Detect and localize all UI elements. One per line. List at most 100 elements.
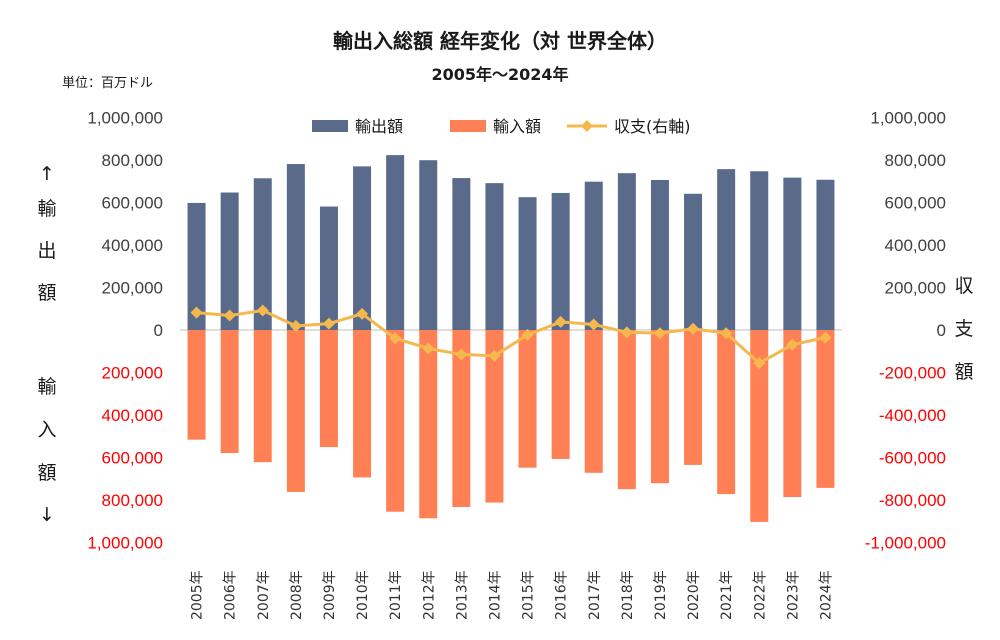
right-tick-label: -400,000 bbox=[879, 406, 946, 425]
import-bar bbox=[750, 330, 769, 522]
right-tick-label: -200,000 bbox=[879, 364, 946, 383]
x-tick-label: 2008年 bbox=[289, 570, 305, 620]
x-tick-label: 2022年 bbox=[752, 570, 768, 620]
left-tick-label: 800,000 bbox=[102, 151, 163, 170]
chart-title: 輸出入総額 経年変化（対 世界全体） bbox=[333, 29, 667, 53]
import-bar bbox=[353, 330, 372, 478]
balance-point bbox=[455, 348, 468, 361]
left-tick-label: 800,000 bbox=[102, 491, 163, 510]
import-bar bbox=[253, 330, 272, 463]
right-tick-label: -600,000 bbox=[879, 449, 946, 468]
import-bar bbox=[452, 330, 471, 508]
x-tick-label: 2016年 bbox=[554, 570, 570, 620]
chart-subtitle: 2005年～2024年 bbox=[431, 65, 568, 84]
left-tick-label: 200,000 bbox=[102, 279, 163, 298]
x-tick-label: 2024年 bbox=[818, 570, 834, 620]
balance-point bbox=[422, 342, 435, 355]
x-tick-label: 2014年 bbox=[487, 570, 503, 620]
balance-point bbox=[356, 307, 369, 320]
unit-label: 単位：百万ドル bbox=[62, 75, 153, 91]
export-bar bbox=[617, 173, 636, 330]
balance-point bbox=[786, 338, 799, 351]
right-tick-label: -1,000,000 bbox=[865, 534, 946, 553]
left-tick-label: 0 bbox=[154, 321, 163, 340]
left-tick-label: 1,000,000 bbox=[87, 109, 163, 128]
balance-point bbox=[488, 349, 501, 362]
left-tick-label: 400,000 bbox=[102, 406, 163, 425]
export-bar bbox=[419, 160, 438, 330]
balance-point bbox=[587, 318, 600, 331]
balance-point bbox=[289, 319, 302, 332]
export-bar bbox=[353, 166, 372, 330]
balance-point bbox=[819, 331, 832, 344]
export-bar bbox=[452, 178, 471, 330]
import-bar bbox=[551, 330, 570, 459]
balance-point bbox=[653, 327, 666, 340]
x-tick-label: 2011年 bbox=[388, 570, 404, 620]
balance-point bbox=[753, 357, 766, 370]
left-side-label-char: 額 bbox=[37, 282, 56, 304]
export-bar bbox=[485, 183, 504, 330]
export-bar bbox=[286, 164, 305, 330]
balance-point bbox=[256, 304, 269, 317]
export-bar bbox=[684, 193, 703, 330]
x-tick-label: 2020年 bbox=[686, 570, 702, 620]
right-axis: 1,000,000 800,000 600,000 400,000 200,000 0 -2… bbox=[865, 109, 946, 553]
import-bar bbox=[485, 330, 504, 503]
import-bar bbox=[584, 330, 603, 473]
right-tick-label: 0 bbox=[937, 321, 946, 340]
right-side-label-char: 収 bbox=[954, 275, 973, 297]
x-tick-label: 2010年 bbox=[355, 570, 371, 620]
left-side-label-char: 輸 bbox=[37, 376, 56, 398]
right-side-label-char: 額 bbox=[954, 361, 973, 383]
x-tick-label: 2009年 bbox=[322, 570, 338, 620]
left-side-label-char: 輸 bbox=[37, 198, 56, 220]
x-tick-label: 2006年 bbox=[223, 570, 239, 620]
export-bar bbox=[220, 192, 239, 330]
import-bar bbox=[518, 330, 537, 468]
legend-balance-marker bbox=[581, 120, 593, 132]
x-axis: 2005年 2006年 2007年 2008年 2009年 2010年 2011年 2012年… bbox=[190, 570, 835, 620]
right-side-label-char: 支 bbox=[954, 318, 973, 340]
import-bar bbox=[617, 330, 636, 490]
balance-point bbox=[190, 306, 203, 319]
left-axis: 1,000,000 800,000 600,000 400,000 200,000 0 20… bbox=[87, 109, 163, 553]
import-bar bbox=[717, 330, 736, 495]
export-bar bbox=[551, 192, 570, 330]
left-tick-label: 400,000 bbox=[102, 236, 163, 255]
balance-point bbox=[720, 327, 733, 340]
legend-export-label: 輸出額 bbox=[355, 117, 403, 136]
legend-import-label: 輸入額 bbox=[493, 117, 541, 136]
left-side-label-char: 額 bbox=[37, 462, 56, 484]
legend-import-swatch bbox=[450, 120, 486, 132]
x-tick-label: 2019年 bbox=[653, 570, 669, 620]
export-bar bbox=[584, 181, 603, 330]
export-bar bbox=[750, 171, 769, 330]
balance-line bbox=[190, 304, 832, 370]
legend-balance-label: 収支(右軸) bbox=[614, 117, 691, 136]
bars bbox=[187, 155, 835, 522]
left-tick-label: 1,000,000 bbox=[87, 534, 163, 553]
left-side-label-char: ↑ bbox=[39, 163, 55, 185]
x-tick-label: 2023年 bbox=[785, 570, 801, 620]
balance-point bbox=[554, 315, 567, 328]
x-tick-label: 2007年 bbox=[256, 570, 272, 620]
import-bar bbox=[286, 330, 305, 492]
export-bar bbox=[783, 177, 802, 330]
import-bar bbox=[319, 330, 338, 448]
export-bar bbox=[717, 169, 736, 330]
right-tick-label: 800,000 bbox=[885, 151, 946, 170]
x-tick-label: 2017年 bbox=[587, 570, 603, 620]
import-bar bbox=[386, 330, 405, 512]
import-bar bbox=[684, 330, 703, 465]
import-bar bbox=[816, 330, 835, 488]
left-tick-label: 600,000 bbox=[102, 194, 163, 213]
left-tick-label: 200,000 bbox=[102, 364, 163, 383]
export-bar bbox=[319, 206, 338, 330]
x-tick-label: 2005年 bbox=[190, 570, 206, 620]
left-side-label-char: 出 bbox=[37, 240, 56, 262]
export-bar bbox=[518, 197, 537, 330]
right-tick-label: -800,000 bbox=[879, 491, 946, 510]
